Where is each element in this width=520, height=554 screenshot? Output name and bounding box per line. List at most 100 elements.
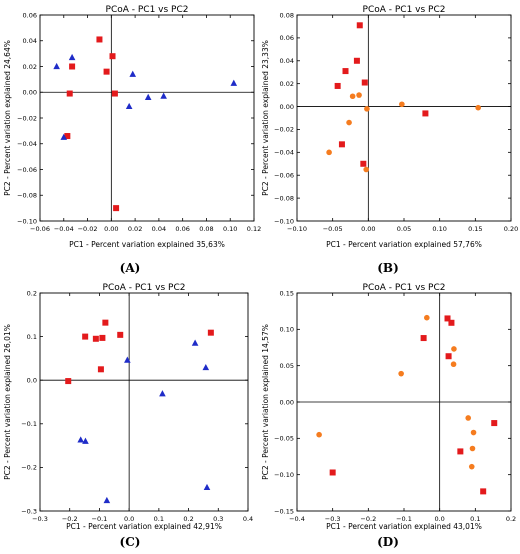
y-tick-label: 0.02 xyxy=(280,80,294,88)
data-point-square-3 xyxy=(342,68,349,75)
y-tick-label: −0.2 xyxy=(21,464,37,472)
data-point-triangle-2 xyxy=(68,53,76,61)
data-point-triangle-7 xyxy=(103,496,111,504)
data-point-square-7 xyxy=(338,141,345,148)
data-point-square-2 xyxy=(109,53,116,60)
data-point-square-5 xyxy=(457,448,464,455)
data-point-square-2 xyxy=(353,57,360,64)
data-point-square-3 xyxy=(69,63,76,70)
data-point-circle-2 xyxy=(451,346,457,352)
data-point-circle-6 xyxy=(470,429,477,436)
data-point-square-4 xyxy=(99,334,106,341)
x-tick-label: 0.1 xyxy=(470,515,480,523)
data-point-square-4 xyxy=(445,353,452,360)
data-point-triangle-4 xyxy=(159,390,166,397)
y-tick-label: 0.00 xyxy=(23,89,37,97)
data-point-square-7 xyxy=(480,488,487,495)
data-point-square-3 xyxy=(420,335,427,342)
x-tick-label: 0.05 xyxy=(397,225,411,233)
x-tick-label: 0.3 xyxy=(213,515,223,523)
data-point-square-4 xyxy=(334,82,341,89)
y-tick-label: −0.10 xyxy=(274,217,294,225)
y-tick-label: 0.2 xyxy=(27,289,37,297)
data-point-square-8 xyxy=(360,160,367,167)
data-point-square-8 xyxy=(113,205,120,212)
x-tick-label: −0.10 xyxy=(287,225,307,233)
x-tick-label: 0.06 xyxy=(175,225,189,233)
data-point-triangle-1 xyxy=(53,62,60,70)
y-tick-label: −0.1 xyxy=(21,420,37,428)
data-point-circle-4 xyxy=(346,119,352,126)
y-tick-label: −0.10 xyxy=(17,217,37,225)
data-point-triangle-5 xyxy=(125,102,133,110)
data-point-square-7 xyxy=(64,133,71,140)
data-point-triangle-7 xyxy=(160,92,167,99)
data-point-square-8 xyxy=(329,469,336,476)
x-axis-label: PC1 - Percent variation explained 42,91% xyxy=(66,522,222,531)
data-point-circle-8 xyxy=(475,104,481,111)
y-tick-label: 0.10 xyxy=(280,326,294,334)
data-point-triangle-3 xyxy=(202,363,210,371)
data-point-circle-2 xyxy=(356,92,362,98)
chart-panel-4: −0.4 −0.3 −0.2 −0.1 0.0 0.1 0.2 −0.15 −0.10 −0.05… xyxy=(261,283,516,549)
data-point-circle-9 xyxy=(316,431,322,438)
chart-panel-2: −0.10 −0.05 0.00 0.05 0.10 0.15 0.20 −0.10 −0.08… xyxy=(261,5,518,275)
data-point-square-2 xyxy=(82,333,89,340)
data-point-circle-5 xyxy=(465,415,472,421)
data-point-square-1 xyxy=(96,36,103,43)
data-point-square-7 xyxy=(65,378,72,385)
y-axis-label: PC2 - Percent variation explained 26,01% xyxy=(3,324,12,480)
y-tick-label: −0.08 xyxy=(17,192,37,200)
data-point-circle-6 xyxy=(363,166,369,173)
y-tick-label: 0.04 xyxy=(23,37,37,45)
plot-frame xyxy=(39,292,249,512)
x-tick-label: 0.12 xyxy=(247,225,261,233)
panel-label: (A) xyxy=(120,261,141,275)
x-tick-label: 0.02 xyxy=(128,225,142,233)
y-tick-label: 0.00 xyxy=(280,103,294,111)
data-point-square-1 xyxy=(102,319,109,326)
x-tick-label: −0.2 xyxy=(62,515,78,523)
data-point-circle-3 xyxy=(450,361,457,368)
x-tick-label: −0.1 xyxy=(92,515,108,523)
y-tick-label: −0.04 xyxy=(274,149,294,157)
x-tick-label: 0.2 xyxy=(183,515,193,523)
data-point-circle-7 xyxy=(469,445,476,452)
x-tick-label: −0.02 xyxy=(78,225,98,233)
x-axis-label: PC1 - Percent variation explained 57,76% xyxy=(326,240,482,249)
x-tick-label: 0.0 xyxy=(124,515,134,523)
x-tick-label: 0.04 xyxy=(152,225,166,233)
y-tick-label: −0.02 xyxy=(274,126,294,134)
data-point-square-5 xyxy=(111,90,118,97)
x-axis-label: PC1 - Percent variation explained 35,63% xyxy=(69,240,225,249)
y-tick-label: 0.08 xyxy=(280,11,294,19)
data-point-square-5 xyxy=(361,79,368,86)
x-tick-label: −0.3 xyxy=(32,515,48,523)
chart-title: PCoA - PC1 vs PC2 xyxy=(363,283,446,293)
y-tick-label: −0.08 xyxy=(274,194,294,202)
x-axis-label: PC1 - Percent variation explained 43,01% xyxy=(326,522,482,531)
data-point-square-5 xyxy=(117,331,124,338)
x-tick-label: −0.3 xyxy=(325,515,341,523)
data-point-triangle-4 xyxy=(60,133,68,140)
x-tick-label: 0.00 xyxy=(361,225,375,233)
x-tick-label: 0.0 xyxy=(434,515,444,523)
x-tick-label: −0.4 xyxy=(289,515,305,523)
data-point-circle-4 xyxy=(398,370,404,377)
data-point-circle-8 xyxy=(468,463,475,470)
y-tick-label: −0.04 xyxy=(17,140,37,148)
x-tick-label: 0.2 xyxy=(506,515,516,523)
y-tick-label: 0.15 xyxy=(280,289,294,297)
x-tick-label: 0.15 xyxy=(468,225,482,233)
x-tick-label: 0.10 xyxy=(432,225,446,233)
data-point-square-1 xyxy=(356,22,363,29)
data-point-triangle-5 xyxy=(77,436,85,443)
y-tick-label: 0.02 xyxy=(23,63,37,71)
x-tick-label: 0.4 xyxy=(243,515,253,523)
x-tick-label: −0.2 xyxy=(360,515,376,523)
x-tick-label: −0.1 xyxy=(396,515,412,523)
data-point-triangle-6 xyxy=(82,437,89,444)
x-tick-label: 0.10 xyxy=(223,225,237,233)
